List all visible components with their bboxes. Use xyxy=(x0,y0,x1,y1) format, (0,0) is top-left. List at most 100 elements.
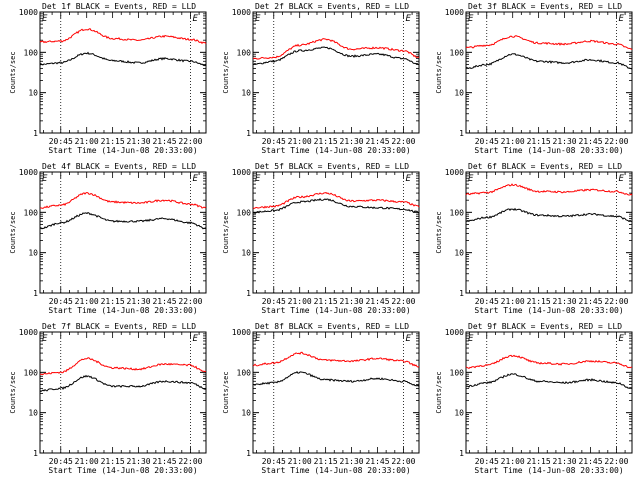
x-tick-label: 20:45 xyxy=(475,137,499,146)
y-tick-label: 1 xyxy=(459,289,464,298)
x-tick-label: 21:45 xyxy=(578,137,602,146)
x-tick-label: 21:00 xyxy=(288,297,312,306)
y-tick-label: 1 xyxy=(33,449,38,458)
x-tick-label: 21:30 xyxy=(127,297,151,306)
y-tick-label: 10 xyxy=(28,249,38,258)
x-tick-label: 21:15 xyxy=(527,137,551,146)
x-tick-label: 21:45 xyxy=(152,457,176,466)
y-axis-label: Counts/sec xyxy=(9,371,17,413)
event-marker-label: E xyxy=(468,334,474,344)
plot-frame xyxy=(252,11,420,134)
y-tick-label: 10 xyxy=(454,409,464,418)
x-tick-label: 22:00 xyxy=(178,457,202,466)
event-marker-label: E xyxy=(618,174,624,184)
x-tick-label: 21:15 xyxy=(314,297,338,306)
x-tick-label: 21:30 xyxy=(127,137,151,146)
x-tick-label: 21:45 xyxy=(152,137,176,146)
y-tick-label: 1 xyxy=(459,129,464,138)
chart-panel: Det 8f BLACK = Events, RED = LLD 1 10 100 10… xyxy=(222,322,420,475)
y-tick-label: 1000 xyxy=(445,168,464,177)
x-tick-label: 21:00 xyxy=(501,457,525,466)
event-marker-label: E xyxy=(42,334,48,344)
event-marker-label: E xyxy=(468,14,474,24)
series-line-lld xyxy=(252,351,420,368)
series-line-lld xyxy=(465,354,633,370)
x-tick-label: 22:00 xyxy=(178,137,202,146)
x-tick-label: 21:45 xyxy=(365,297,389,306)
y-axis-label: Counts/sec xyxy=(435,371,443,413)
chart-panel: Det 1f BLACK = Events, RED = LLD 1 10 100 10… xyxy=(9,2,207,155)
chart-panel: Det 6f BLACK = Events, RED = LLD 1 10 100 10… xyxy=(435,162,633,315)
y-tick-label: 1 xyxy=(246,129,251,138)
plot-frame xyxy=(39,331,207,454)
x-tick-label: 21:00 xyxy=(501,297,525,306)
x-tick-label: 22:00 xyxy=(391,457,415,466)
y-tick-label: 10 xyxy=(241,409,251,418)
series-line-events xyxy=(252,46,420,66)
x-axis-label: Start Time (14-Jun-08 20:33:00) xyxy=(261,146,410,155)
series-line-lld xyxy=(252,192,420,209)
chart-panel: Det 9f BLACK = Events, RED = LLD 1 10 100 10… xyxy=(435,322,633,475)
series-line-events xyxy=(39,51,207,67)
y-tick-label: 100 xyxy=(24,48,39,57)
plot-frame xyxy=(39,171,207,294)
chart-title: Det 9f BLACK = Events, RED = LLD xyxy=(468,322,622,331)
x-axis-label: Start Time (14-Jun-08 20:33:00) xyxy=(261,466,410,475)
y-axis-label: Counts/sec xyxy=(9,211,17,253)
plot-frame xyxy=(252,171,420,294)
event-marker-label: E xyxy=(255,334,261,344)
y-tick-label: 1000 xyxy=(19,8,38,17)
x-tick-label: 20:45 xyxy=(475,457,499,466)
y-tick-label: 100 xyxy=(237,208,252,217)
event-marker-label: E xyxy=(42,14,48,24)
x-tick-label: 21:15 xyxy=(101,297,125,306)
x-tick-label: 21:30 xyxy=(553,297,577,306)
y-tick-label: 1000 xyxy=(19,168,38,177)
y-tick-label: 1000 xyxy=(232,8,251,17)
event-marker-label: E xyxy=(405,334,411,344)
plot-frame xyxy=(465,11,633,134)
event-marker-label: E xyxy=(405,14,411,24)
y-tick-label: 100 xyxy=(237,48,252,57)
x-tick-label: 21:00 xyxy=(75,297,99,306)
y-tick-label: 1000 xyxy=(232,328,251,337)
x-tick-label: 22:00 xyxy=(604,137,628,146)
plot-frame xyxy=(39,11,207,134)
x-tick-label: 20:45 xyxy=(262,457,286,466)
x-tick-label: 21:30 xyxy=(340,137,364,146)
x-tick-label: 21:15 xyxy=(101,457,125,466)
plot-frame xyxy=(465,331,633,454)
event-marker-label: E xyxy=(255,174,261,184)
x-tick-label: 21:15 xyxy=(314,457,338,466)
chart-panel: Det 4f BLACK = Events, RED = LLD 1 10 100 10… xyxy=(9,162,207,315)
y-axis-label: Counts/sec xyxy=(222,51,230,93)
x-tick-label: 22:00 xyxy=(391,297,415,306)
x-tick-label: 21:30 xyxy=(340,297,364,306)
x-tick-label: 21:15 xyxy=(101,137,125,146)
x-tick-label: 21:30 xyxy=(553,457,577,466)
series-line-events xyxy=(252,197,420,214)
series-line-lld xyxy=(465,35,633,51)
y-tick-label: 1 xyxy=(459,449,464,458)
x-tick-label: 21:45 xyxy=(578,297,602,306)
event-marker-label: E xyxy=(618,334,624,344)
chart-title: Det 1f BLACK = Events, RED = LLD xyxy=(42,2,196,11)
x-tick-label: 20:45 xyxy=(49,137,73,146)
y-axis-label: Counts/sec xyxy=(435,211,443,253)
x-tick-label: 20:45 xyxy=(49,297,73,306)
x-tick-label: 21:15 xyxy=(527,297,551,306)
y-tick-label: 10 xyxy=(28,409,38,418)
x-tick-label: 21:00 xyxy=(75,137,99,146)
x-tick-label: 21:45 xyxy=(152,297,176,306)
y-tick-label: 1000 xyxy=(445,8,464,17)
x-tick-label: 21:30 xyxy=(553,137,577,146)
y-tick-label: 1 xyxy=(246,289,251,298)
series-line-lld xyxy=(39,27,207,45)
series-line-events xyxy=(39,212,207,230)
series-line-events xyxy=(465,207,633,223)
series-line-lld xyxy=(253,38,420,60)
x-axis-label: Start Time (14-Jun-08 20:33:00) xyxy=(474,146,623,155)
y-tick-label: 10 xyxy=(241,249,251,258)
y-tick-label: 100 xyxy=(24,208,39,217)
